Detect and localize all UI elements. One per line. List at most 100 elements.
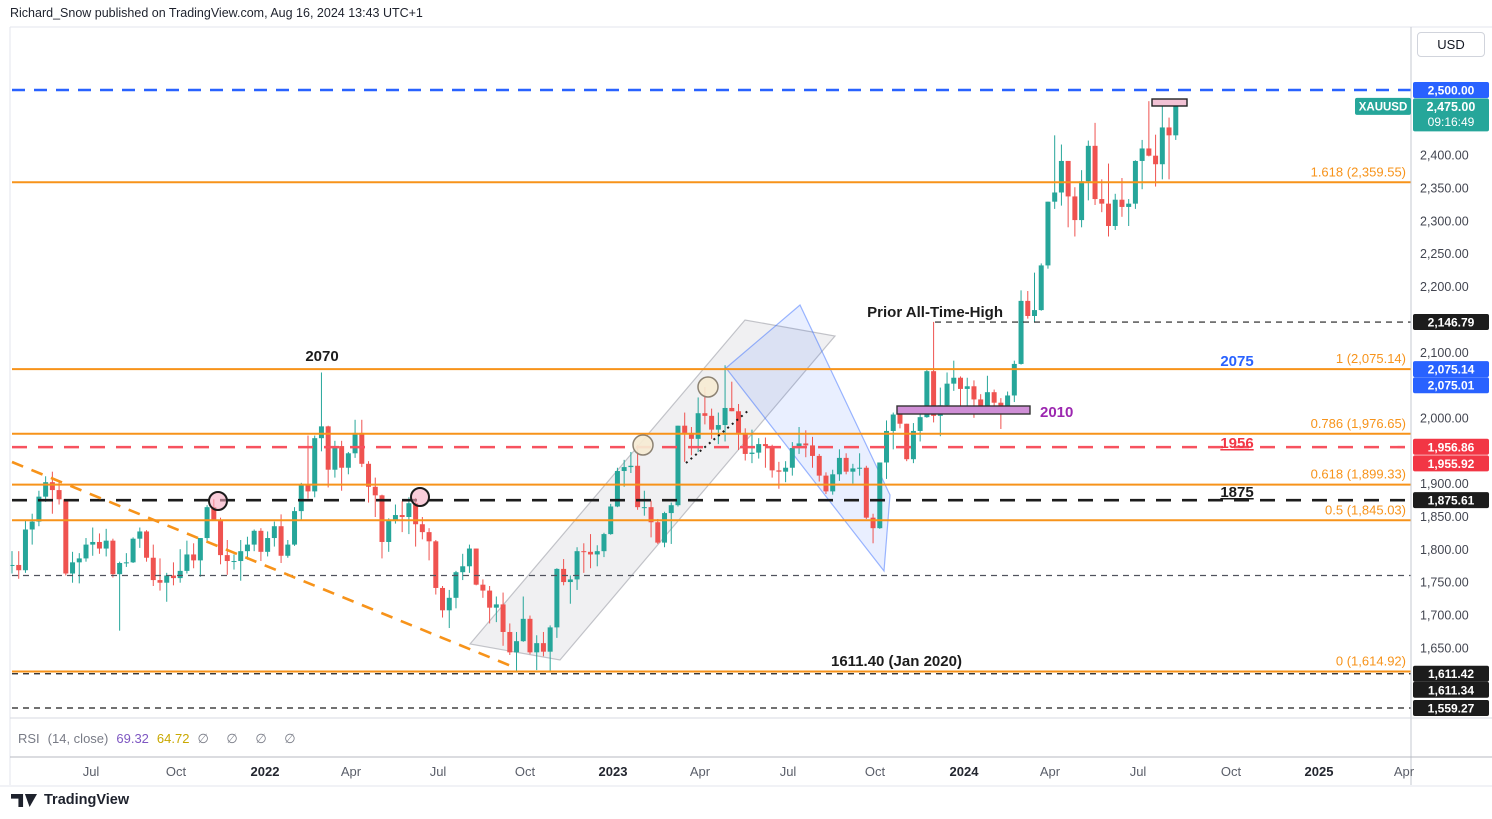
candle-body [547, 627, 553, 652]
candle-body [836, 457, 842, 475]
price-axis-chip-label: 1,611.42 [1428, 667, 1474, 681]
time-axis-month-label: Oct [166, 764, 187, 779]
candle-body [715, 425, 721, 430]
candle-body [964, 386, 970, 389]
candle-body [984, 392, 990, 407]
candle-body [1005, 395, 1011, 410]
candle-body [191, 554, 197, 561]
candle-body [1072, 196, 1078, 221]
candle-body [487, 590, 493, 608]
candle-body [9, 564, 15, 566]
candle-body [278, 526, 284, 556]
candle-body [386, 519, 392, 542]
candle-body [877, 462, 883, 529]
candle-body [971, 386, 977, 400]
candle-body [675, 425, 681, 506]
price-axis-tick: 2,200.00 [1420, 280, 1469, 294]
time-axis-month-label: Oct [1221, 764, 1242, 779]
price-axis-chip [1413, 314, 1489, 331]
price-axis-chip [1413, 438, 1489, 455]
candle-body [392, 515, 398, 520]
fib-level-label: 0.5 (1,845.03) [1325, 502, 1406, 517]
fib-level-label: 0 (1,614.92) [1336, 653, 1406, 668]
candle-body [493, 604, 499, 608]
candle-body [783, 467, 789, 472]
candle-body [904, 423, 910, 460]
plot-area[interactable] [11, 28, 1411, 718]
candle-body [150, 557, 156, 581]
candle-body [978, 399, 984, 407]
candle-body [1153, 155, 1159, 165]
candle-body [144, 531, 150, 558]
price-axis-tick: 1,650.00 [1420, 641, 1469, 655]
price-axis-tick: 2,250.00 [1420, 247, 1469, 261]
candle-body [440, 587, 446, 611]
candle-body [1025, 300, 1031, 316]
candle-body [204, 507, 210, 539]
candle-body [1173, 106, 1179, 136]
candle-body [635, 465, 641, 508]
candle-body [870, 517, 876, 529]
candle-body [924, 371, 930, 418]
candle-body [426, 532, 432, 542]
candle-body [796, 443, 802, 449]
price-axis-chip [1413, 700, 1489, 717]
time-axis-month-label: Apr [690, 764, 711, 779]
time-axis-month-label: Jul [780, 764, 797, 779]
pink-marker-circle [208, 491, 228, 511]
beige-marker-circle [697, 376, 719, 398]
candle-body [117, 562, 123, 575]
candle-body [480, 584, 486, 591]
time-axis-month-label: Apr [1394, 764, 1415, 779]
candle-body [433, 541, 439, 588]
candle-body [137, 531, 143, 539]
price-axis-chip [1413, 82, 1489, 98]
fib-level-label: 0.786 (1,976.65) [1311, 416, 1406, 431]
currency-toggle-button[interactable]: USD [1417, 32, 1485, 57]
price-axis-chip [1413, 377, 1489, 394]
tradingview-brand: TradingView [44, 792, 130, 808]
candle-body [722, 407, 728, 426]
rsi-params: (14, close) [47, 731, 109, 746]
candle-body [453, 572, 459, 598]
candle-body [352, 432, 358, 454]
candle-body [1058, 160, 1064, 193]
candle-body [83, 544, 89, 559]
label-1956: 1956 [1220, 435, 1253, 452]
rsi-title: RSI [18, 731, 40, 746]
candle-body [399, 515, 405, 518]
price-axis-chip-label: 1,611.34 [1428, 683, 1474, 697]
candle-body [789, 448, 795, 468]
dotted-mini-trendline [685, 409, 750, 464]
candle-body [601, 534, 607, 552]
candle-body [231, 561, 237, 563]
candle-body [500, 604, 506, 632]
price-axis-chip [1413, 681, 1489, 698]
price-axis-tick: 2,350.00 [1420, 182, 1469, 196]
candle-body [830, 474, 836, 492]
candle-body [251, 530, 257, 545]
time-axis-year-label: 2024 [950, 764, 980, 779]
label-2075: 2075 [1220, 353, 1253, 370]
candle-body [534, 643, 540, 653]
candle-body [1065, 160, 1071, 197]
candle-body [1112, 199, 1118, 226]
price-axis-tick: 2,300.00 [1420, 214, 1469, 228]
time-axis-month-label: Jul [83, 764, 100, 779]
candle-body [285, 544, 291, 556]
candle-body [958, 377, 964, 389]
candle-body [810, 445, 816, 456]
candle-body [756, 444, 762, 453]
candle-body [944, 383, 950, 406]
candle-body [816, 455, 822, 476]
price-axis-chip [1413, 492, 1489, 509]
rsi-indicator-legend[interactable]: RSI (14, close) 69.32 64.72 ∅ ∅ ∅ ∅ [18, 731, 303, 747]
time-axis-month-label: Apr [341, 764, 362, 779]
candle-body [170, 575, 176, 579]
candle-body [345, 453, 351, 468]
candle-body [769, 446, 775, 471]
candle-body [339, 446, 345, 468]
label-1875: 1875 [1220, 484, 1253, 501]
candle-body [614, 471, 620, 507]
candle-body [1038, 265, 1044, 311]
